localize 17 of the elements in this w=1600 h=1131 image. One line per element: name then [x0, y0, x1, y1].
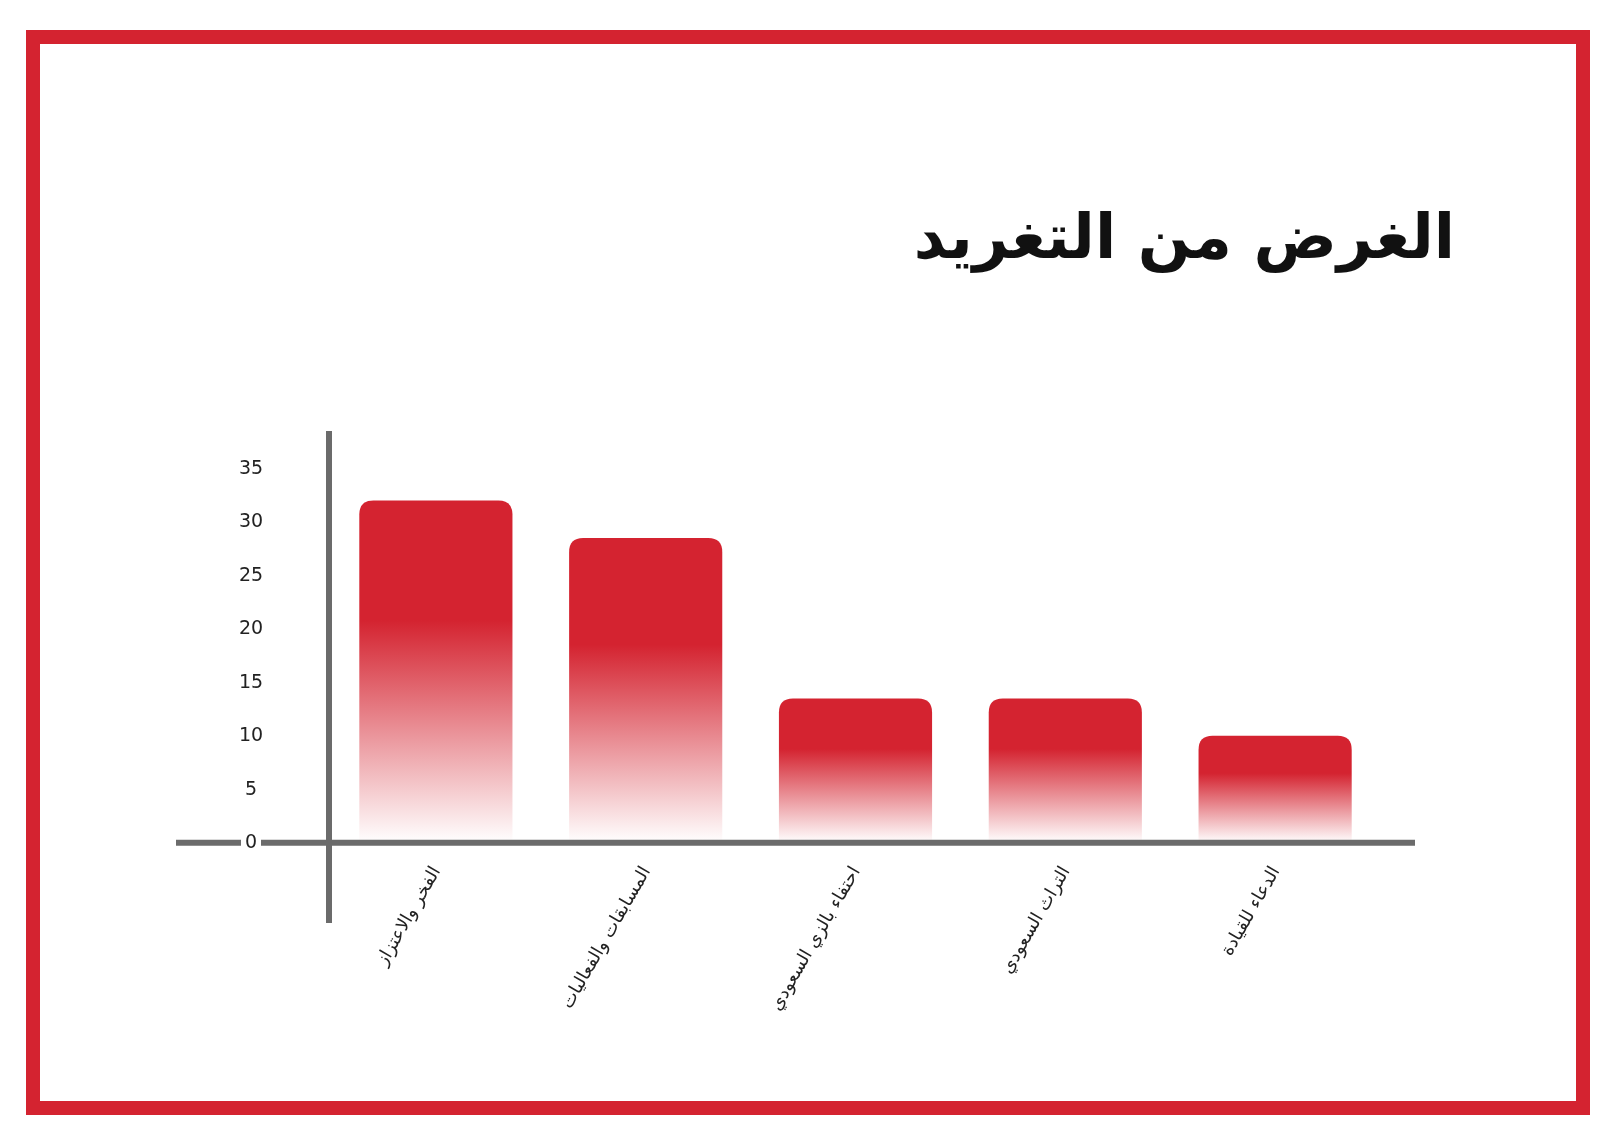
- y-tick-label: 10: [238, 723, 264, 746]
- y-tick-label: 15: [238, 669, 264, 692]
- bar: [1198, 735, 1352, 843]
- bar: [778, 698, 933, 843]
- y-tick-label: 20: [238, 616, 264, 639]
- y-tick-label: 0: [244, 830, 258, 853]
- bar: [988, 698, 1142, 843]
- chart-title: الغرض من التغريد: [913, 200, 1455, 274]
- y-tick-label: 25: [238, 562, 264, 585]
- x-tick-label: التراث السعودي: [995, 862, 1075, 978]
- x-tick-label: الفخر والاعتزاز: [370, 862, 446, 970]
- y-tick-label: 5: [244, 776, 258, 799]
- x-tick-label: احتفاء بالزي السعودي: [764, 862, 865, 1015]
- y-tick-label: 35: [238, 455, 264, 478]
- x-tick-label: الدعاء للقيادة: [1215, 862, 1284, 959]
- x-tick-label: المسابقات والفعاليات: [555, 862, 656, 1013]
- y-tick-label: 30: [238, 509, 264, 532]
